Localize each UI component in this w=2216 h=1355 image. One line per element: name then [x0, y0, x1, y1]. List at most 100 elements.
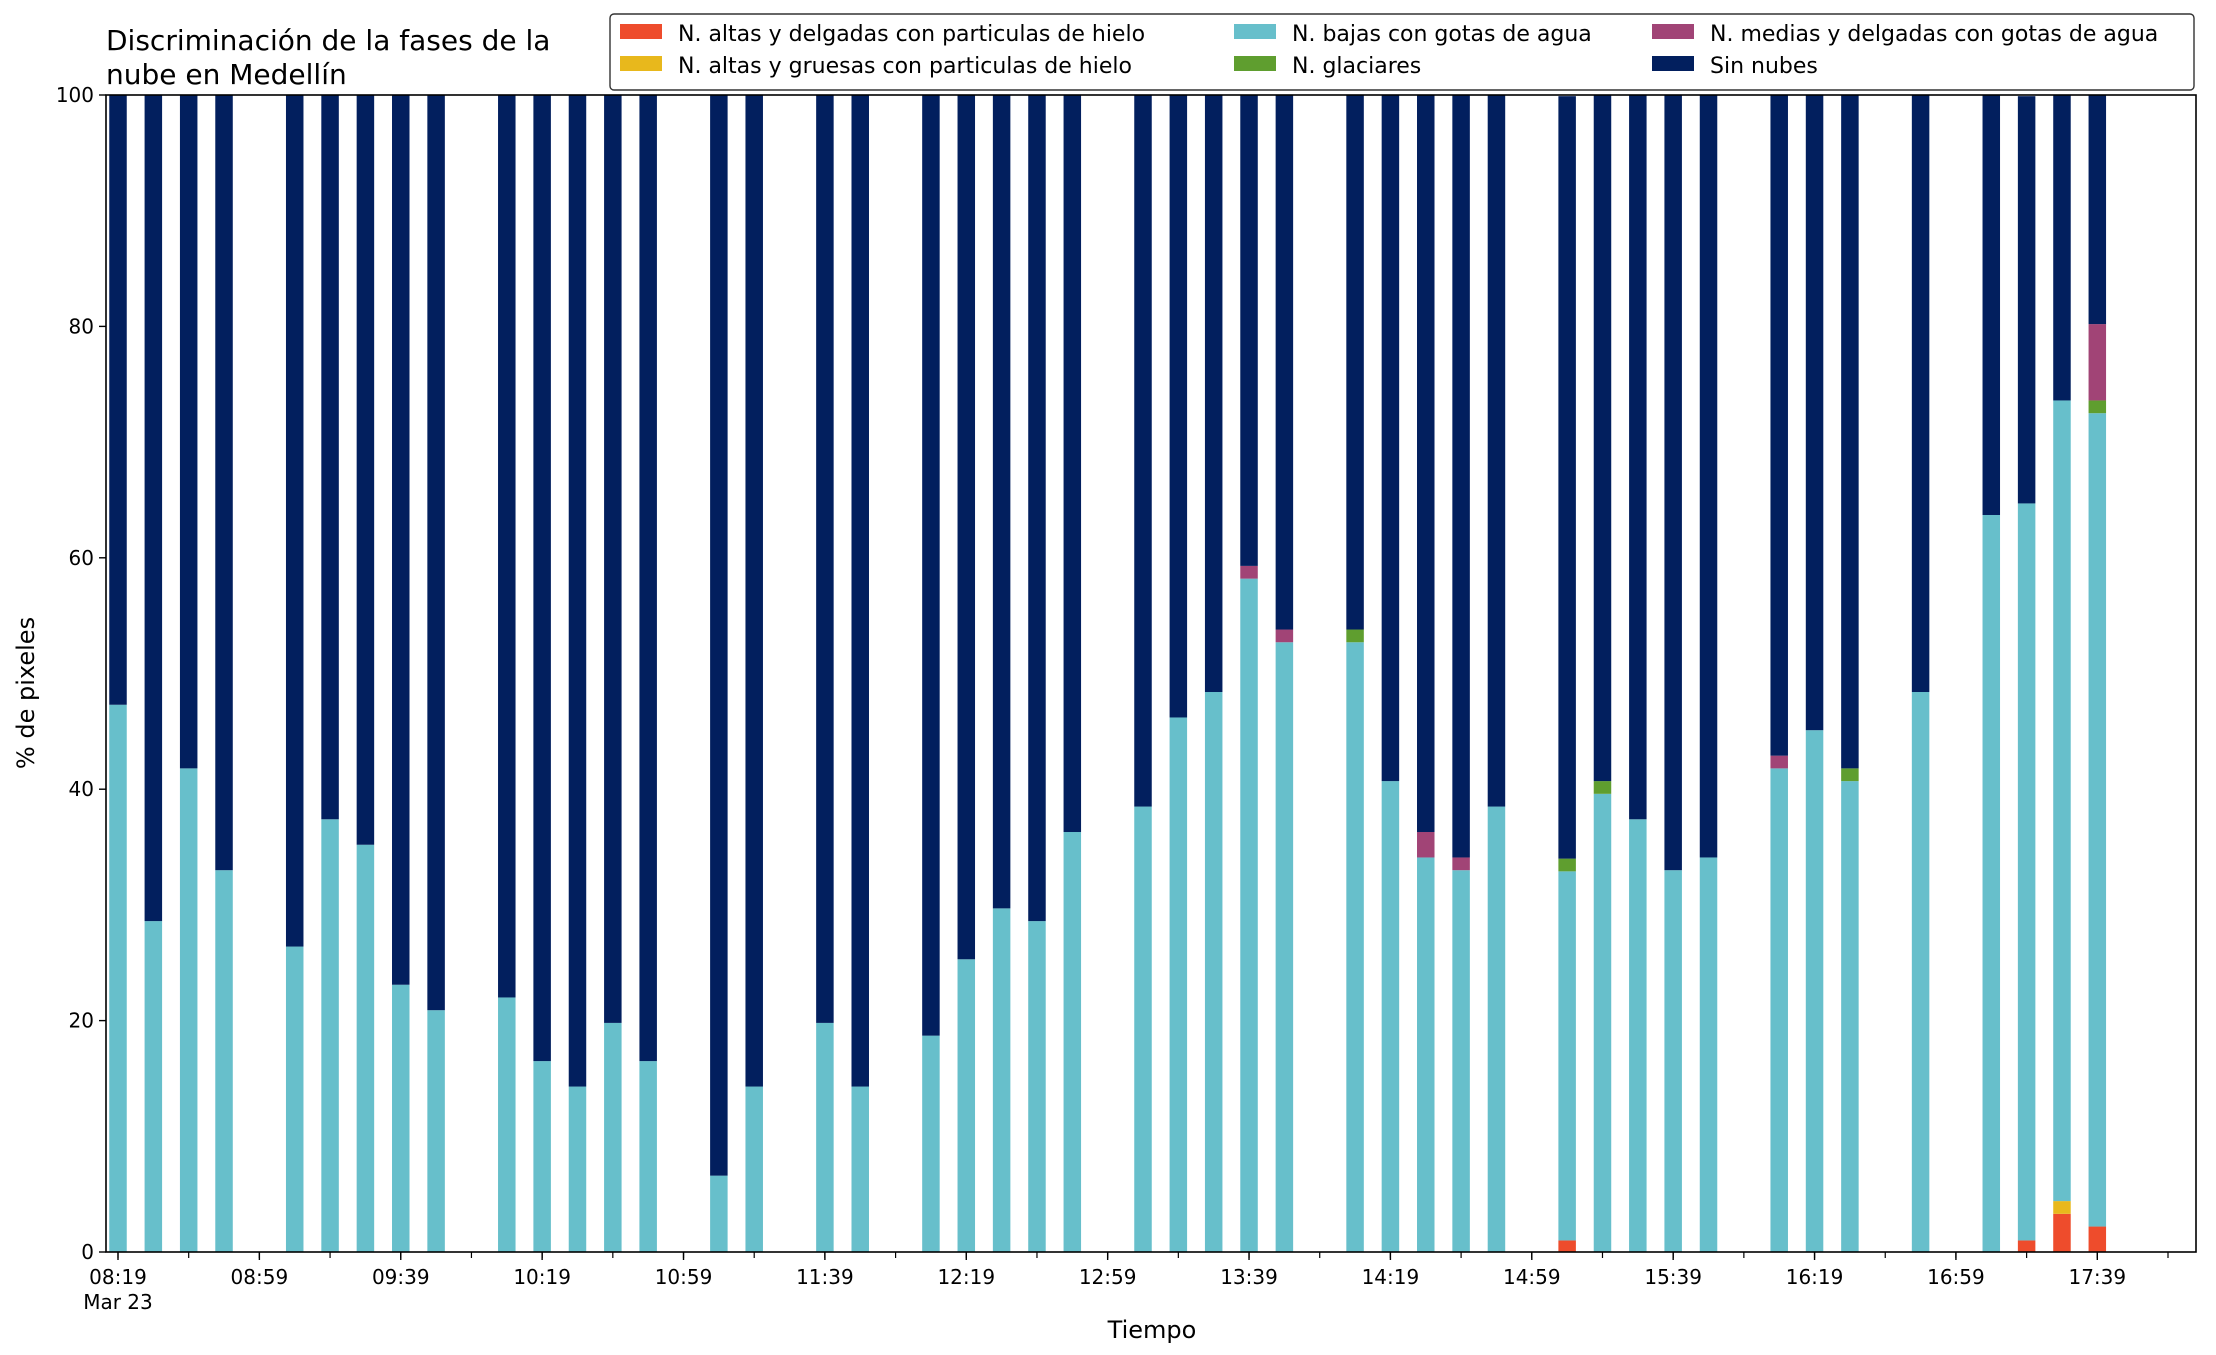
y-tick-label: 80 — [69, 314, 94, 338]
bar-segment-n-bajas-con-gotas-de-agua — [1487, 806, 1506, 1252]
bar-segment-n-bajas-con-gotas-de-agua — [1275, 642, 1294, 1252]
bar-segment-n-bajas-con-gotas-de-agua — [1664, 870, 1682, 1252]
bar-segment-n-bajas-con-gotas-de-agua — [1169, 717, 1188, 1252]
bar-segment-sin-nubes — [1558, 96, 1576, 859]
bar-segment-n-bajas-con-gotas-de-agua — [1982, 514, 2001, 1252]
bar-segment-sin-nubes — [851, 95, 869, 1087]
legend-swatch-n-altas-y-gruesas-con-particulas-de-hielo — [620, 56, 662, 71]
bar-segment-n-bajas-con-gotas-de-agua — [1346, 642, 1364, 1252]
bars-layer — [109, 95, 2107, 1252]
bar-segment-n-bajas-con-gotas-de-agua — [1770, 768, 1788, 1252]
bar-segment-n-bajas-con-gotas-de-agua — [427, 1010, 445, 1252]
bar-segment-sin-nubes — [1417, 95, 1435, 833]
bar-segment-sin-nubes — [1770, 95, 1788, 756]
bar-segment-n-bajas-con-gotas-de-agua — [568, 1086, 587, 1252]
bar-segment-sin-nubes — [2088, 95, 2107, 325]
x-tick-label: 15:39 — [1644, 1265, 1702, 1289]
legend-label-n-bajas-con-gotas-de-agua: N. bajas con gotas de agua — [1292, 22, 1592, 47]
bar-segment-n-bajas-con-gotas-de-agua — [1417, 857, 1435, 1252]
y-axis-label: % de pixeles — [12, 617, 40, 769]
bar-segment-sin-nubes — [2053, 95, 2071, 401]
bar-segment-n-bajas-con-gotas-de-agua — [1452, 870, 1470, 1252]
bar-segment-sin-nubes — [1134, 95, 1152, 807]
bar-segment-n-bajas-con-gotas-de-agua — [816, 1022, 834, 1252]
bar-segment-sin-nubes — [215, 95, 233, 871]
legend-swatch-n-medias-y-delgadas-con-gotas-de-agua — [1652, 24, 1694, 39]
bar-segment-n-bajas-con-gotas-de-agua — [1558, 871, 1576, 1241]
bar-segment-n-bajas-con-gotas-de-agua — [710, 1175, 728, 1252]
bar-segment-n-bajas-con-gotas-de-agua — [2017, 503, 2036, 1241]
bar-segment-n-bajas-con-gotas-de-agua — [922, 1035, 940, 1252]
x-tick-label: 12:59 — [1079, 1265, 1137, 1289]
x-tick-label: 16:19 — [1786, 1265, 1844, 1289]
bar-segment-n-bajas-con-gotas-de-agua — [215, 870, 233, 1252]
legend-label-n-altas-y-gruesas-con-particulas-de-hielo: N. altas y gruesas con particulas de hie… — [678, 54, 1132, 79]
bar-segment-n-altas-y-gruesas-con-particulas-de-hielo — [2053, 1201, 2071, 1214]
legend-swatch-n-bajas-con-gotas-de-agua — [1234, 24, 1276, 39]
bar-segment-n-bajas-con-gotas-de-agua — [1381, 781, 1400, 1252]
x-axis-label: Tiempo — [1107, 1316, 1197, 1344]
x-tick-label: 11:39 — [796, 1265, 854, 1289]
bar-segment-sin-nubes — [1982, 95, 2001, 515]
bar-segment-sin-nubes — [604, 95, 622, 1023]
bar-segment-sin-nubes — [392, 95, 410, 985]
bar-segment-n-medias-y-delgadas-con-gotas-de-agua — [1770, 755, 1788, 769]
bar-segment-sin-nubes — [144, 95, 163, 922]
bar-segment-sin-nubes — [498, 95, 516, 998]
bar-segment-sin-nubes — [1204, 95, 1223, 693]
legend-label-n-glaciares: N. glaciares — [1292, 54, 1421, 79]
bar-segment-n-bajas-con-gotas-de-agua — [745, 1086, 763, 1252]
bar-segment-n-bajas-con-gotas-de-agua — [604, 1022, 622, 1252]
x-tick-label: 08:19 — [89, 1265, 147, 1289]
bar-segment-n-medias-y-delgadas-con-gotas-de-agua — [1417, 832, 1435, 858]
legend-label-n-altas-y-delgadas-con-particulas-de-hielo: N. altas y delgadas con particulas de hi… — [678, 22, 1145, 47]
legend-box — [609, 13, 2195, 91]
bar-segment-n-bajas-con-gotas-de-agua — [1805, 730, 1824, 1252]
bar-segment-sin-nubes — [1452, 95, 1470, 858]
bar-segment-sin-nubes — [1699, 95, 1718, 858]
bar-segment-n-bajas-con-gotas-de-agua — [321, 819, 339, 1252]
bar-segment-n-altas-y-delgadas-con-particulas-de-hielo — [1558, 1240, 1576, 1252]
bar-segment-sin-nubes — [1664, 95, 1682, 871]
bar-segment-n-bajas-con-gotas-de-agua — [1063, 832, 1082, 1252]
bar-segment-n-bajas-con-gotas-de-agua — [1699, 857, 1718, 1252]
chart-title-line-2: nube en Medellín — [106, 58, 347, 91]
x-tick-label: 10:19 — [513, 1265, 571, 1289]
bar-segment-n-bajas-con-gotas-de-agua — [2088, 413, 2107, 1227]
bar-segment-n-bajas-con-gotas-de-agua — [356, 844, 375, 1252]
bar-segment-sin-nubes — [1805, 95, 1824, 731]
bar-segment-n-altas-y-delgadas-con-particulas-de-hielo — [2017, 1240, 2036, 1252]
bar-segment-n-bajas-con-gotas-de-agua — [992, 908, 1011, 1252]
bar-segment-n-medias-y-delgadas-con-gotas-de-agua — [1275, 629, 1294, 643]
bar-segment-n-bajas-con-gotas-de-agua — [1911, 692, 1930, 1252]
bar-segment-sin-nubes — [285, 95, 304, 947]
bar-segment-n-bajas-con-gotas-de-agua — [639, 1061, 657, 1252]
chart-title-line-1: Discriminación de la fases de la — [106, 24, 550, 57]
bar-segment-sin-nubes — [1346, 95, 1364, 630]
bar-segment-n-bajas-con-gotas-de-agua — [1028, 921, 1046, 1252]
bar-segment-n-bajas-con-gotas-de-agua — [179, 768, 198, 1252]
bar-segment-n-glaciares — [1841, 768, 1859, 782]
bar-segment-sin-nubes — [533, 95, 551, 1062]
x-tick-label: 12:19 — [937, 1265, 995, 1289]
bar-segment-sin-nubes — [745, 95, 763, 1087]
x-tick-label: 14:59 — [1503, 1265, 1561, 1289]
bar-segment-n-bajas-con-gotas-de-agua — [1841, 781, 1859, 1252]
y-tick-label: 20 — [69, 1009, 94, 1033]
x-tick-label: 14:19 — [1362, 1265, 1420, 1289]
bar-segment-n-bajas-con-gotas-de-agua — [1593, 793, 1612, 1252]
bar-segment-n-bajas-con-gotas-de-agua — [144, 921, 163, 1252]
bar-segment-n-bajas-con-gotas-de-agua — [1204, 692, 1223, 1252]
x-tick-date-label: Mar 23 — [83, 1290, 153, 1314]
legend-swatch-n-altas-y-delgadas-con-particulas-de-hielo — [620, 24, 662, 39]
bar-segment-sin-nubes — [1275, 95, 1294, 630]
y-tick-label: 100 — [56, 83, 94, 107]
legend-label-n-medias-y-delgadas-con-gotas-de-agua: N. medias y delgadas con gotas de agua — [1710, 22, 2158, 47]
bar-segment-sin-nubes — [1240, 95, 1258, 566]
bar-segment-sin-nubes — [1593, 95, 1612, 782]
bar-segment-sin-nubes — [1487, 95, 1506, 807]
bar-segment-sin-nubes — [427, 95, 445, 1011]
bar-segment-n-bajas-con-gotas-de-agua — [285, 946, 304, 1252]
x-tick-label: 08:59 — [231, 1265, 289, 1289]
